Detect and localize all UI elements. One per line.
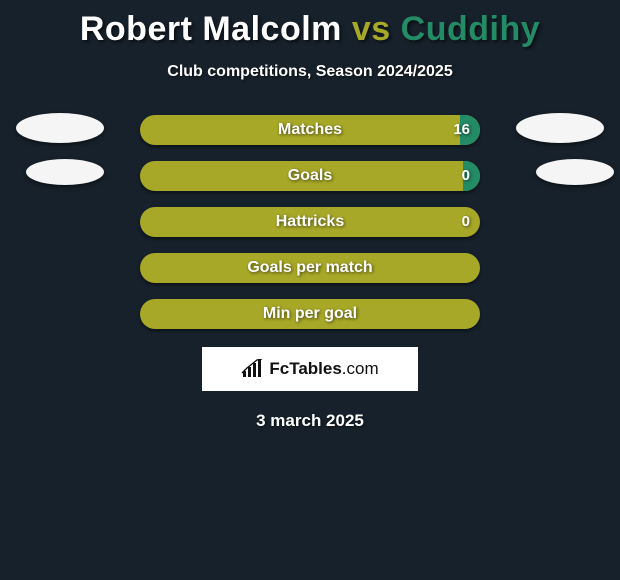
stat-label: Matches <box>140 115 480 145</box>
chart-logo-icon <box>241 359 263 379</box>
player1-name: Robert Malcolm <box>80 10 342 48</box>
player2-club-icon <box>536 159 614 185</box>
date-label: 3 march 2025 <box>0 411 620 431</box>
stat-bar-matches: Matches 16 <box>140 115 480 145</box>
stat-bar-goals: Goals 0 <box>140 161 480 191</box>
stats-chart: Matches 16 Goals 0 Hattricks 0 Goals per… <box>0 113 620 343</box>
stat-bar-hattricks: Hattricks 0 <box>140 207 480 237</box>
stat-label: Min per goal <box>140 299 480 329</box>
stat-label: Goals per match <box>140 253 480 283</box>
stat-label: Hattricks <box>140 207 480 237</box>
bars-container: Matches 16 Goals 0 Hattricks 0 Goals per… <box>140 99 480 329</box>
player2-name: Cuddihy <box>401 10 540 48</box>
brand-name: FcTables.com <box>269 359 378 379</box>
stat-bar-goals-per-match: Goals per match <box>140 253 480 283</box>
stat-value-right: 16 <box>453 115 470 145</box>
stat-value-right: 0 <box>462 207 470 237</box>
player1-club-icon <box>26 159 104 185</box>
brand-banner[interactable]: FcTables.com <box>202 347 418 391</box>
subtitle: Club competitions, Season 2024/2025 <box>0 63 620 81</box>
stat-bar-min-per-goal: Min per goal <box>140 299 480 329</box>
player2-flag-icon <box>516 113 604 143</box>
player1-flag-icon <box>16 113 104 143</box>
stat-value-right: 0 <box>462 161 470 191</box>
vs-label: vs <box>352 10 391 48</box>
stat-label: Goals <box>140 161 480 191</box>
comparison-title: Robert Malcolm vs Cuddihy <box>0 0 620 49</box>
